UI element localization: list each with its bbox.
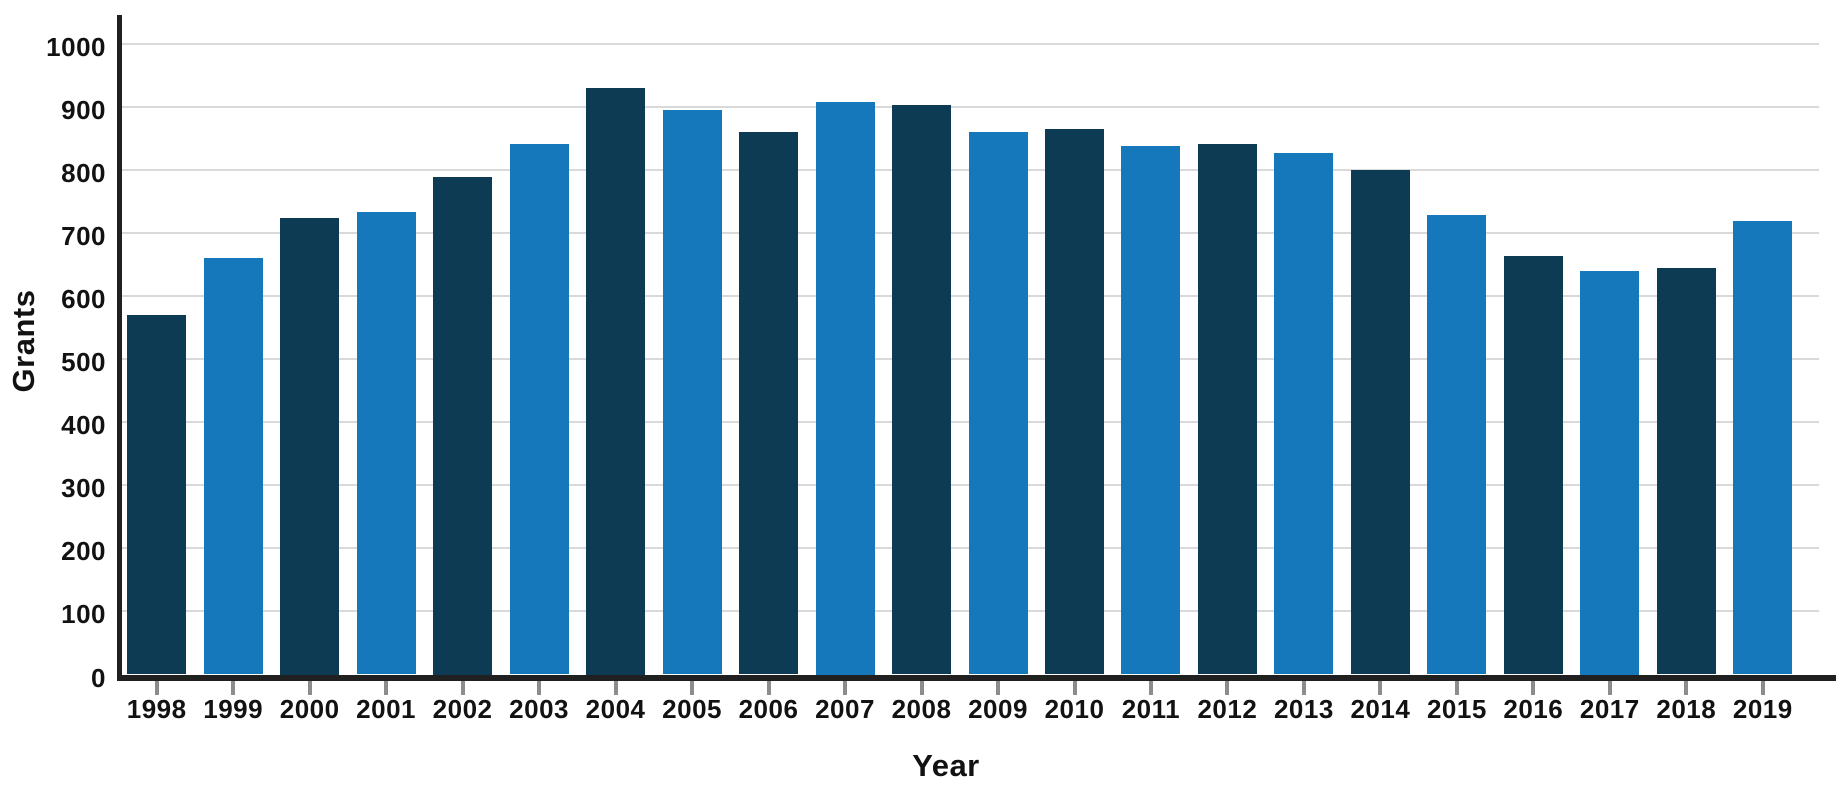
x-tick-2000 (307, 681, 312, 695)
bar-2002 (433, 177, 493, 675)
bar-2018 (1656, 267, 1716, 675)
bar-1998 (127, 315, 187, 675)
y-tick-label-900: 900 (61, 95, 106, 126)
x-tick-1999 (231, 681, 236, 695)
bar-2000 (280, 218, 340, 675)
y-tick-label-200: 200 (61, 536, 106, 567)
bar-2005 (662, 110, 722, 675)
x-tick-2008 (919, 681, 924, 695)
x-tick-2009 (996, 681, 1000, 695)
x-tick-label-2012: 2012 (1197, 694, 1258, 724)
x-tick-label-2013: 2013 (1273, 694, 1334, 724)
bar-2016 (1503, 255, 1563, 675)
x-tick-label-1998: 1998 (126, 694, 187, 724)
bar-2012 (1197, 143, 1257, 675)
y-axis-line (117, 15, 122, 681)
x-tick-2005 (690, 681, 695, 695)
x-tick-label-2009: 2009 (968, 694, 1028, 724)
x-tick-label-2005: 2005 (662, 694, 723, 724)
y-tick-label-800: 800 (61, 158, 106, 189)
x-tick-2006 (766, 681, 771, 695)
bar-2006 (739, 131, 798, 675)
x-tick-2002 (460, 681, 465, 695)
x-tick-label-2019: 2019 (1732, 694, 1793, 724)
x-axis-line (117, 674, 1836, 681)
bar-2009 (968, 131, 1028, 675)
x-tick-2017 (1607, 681, 1612, 695)
x-tick-label-2018: 2018 (1656, 694, 1717, 724)
x-tick-label-1999: 1999 (203, 694, 264, 724)
x-tick-2013 (1301, 681, 1306, 695)
x-tick-2001 (384, 681, 389, 695)
x-tick-2014 (1378, 681, 1383, 695)
x-tick-label-2015: 2015 (1426, 694, 1487, 724)
x-tick-label-2010: 2010 (1044, 694, 1105, 724)
x-tick-2012 (1225, 681, 1230, 695)
bar-1999 (203, 258, 263, 675)
x-tick-2019 (1760, 681, 1765, 695)
x-tick-2018 (1684, 681, 1689, 695)
bar-2004 (586, 87, 646, 675)
bar-2017 (1580, 271, 1640, 675)
x-tick-label-2017: 2017 (1579, 694, 1640, 724)
x-tick-label-2007: 2007 (815, 694, 875, 724)
y-tick-label-600: 600 (61, 284, 106, 315)
x-tick-label-2014: 2014 (1350, 694, 1411, 724)
bar-2010 (1045, 129, 1104, 675)
bar-2013 (1274, 153, 1334, 675)
x-tick-label-2001: 2001 (356, 694, 417, 724)
bar-2014 (1350, 170, 1410, 675)
x-tick-label-2000: 2000 (279, 694, 340, 724)
x-axis-title: Year (912, 748, 980, 783)
y-tick-label-1000: 1000 (46, 32, 106, 62)
x-tick-label-2002: 2002 (432, 694, 493, 724)
x-tick-label-2004: 2004 (585, 694, 646, 724)
y-tick-label-400: 400 (61, 410, 106, 441)
bar-2007 (815, 102, 875, 675)
x-tick-2007 (843, 681, 847, 695)
x-tick-2016 (1531, 681, 1536, 695)
bar-2011 (1121, 146, 1181, 675)
y-tick-label-500: 500 (61, 347, 106, 378)
gridline-900 (122, 106, 1819, 109)
bar-2001 (356, 212, 416, 675)
y-tick-label-700: 700 (61, 221, 106, 252)
x-tick-label-2003: 2003 (509, 694, 570, 724)
bar-2015 (1427, 214, 1487, 675)
bar-2019 (1733, 221, 1793, 675)
x-tick-2003 (537, 681, 542, 695)
x-tick-label-2016: 2016 (1503, 694, 1564, 724)
bar-2003 (509, 143, 569, 675)
y-tick-label-0: 0 (91, 662, 106, 693)
y-tick-label-100: 100 (61, 599, 106, 630)
gridline-1000 (122, 43, 1819, 45)
x-tick-2011 (1148, 681, 1153, 695)
x-tick-2010 (1072, 681, 1077, 695)
bar-2008 (892, 105, 951, 675)
x-tick-2004 (613, 681, 618, 695)
x-tick-label-2011: 2011 (1121, 694, 1181, 724)
x-tick-1998 (154, 681, 159, 695)
y-axis-title: Grants (6, 289, 41, 393)
x-tick-label-2008: 2008 (891, 694, 952, 724)
x-tick-label-2006: 2006 (738, 694, 799, 724)
x-tick-2015 (1454, 681, 1459, 695)
y-tick-label-300: 300 (61, 473, 106, 504)
